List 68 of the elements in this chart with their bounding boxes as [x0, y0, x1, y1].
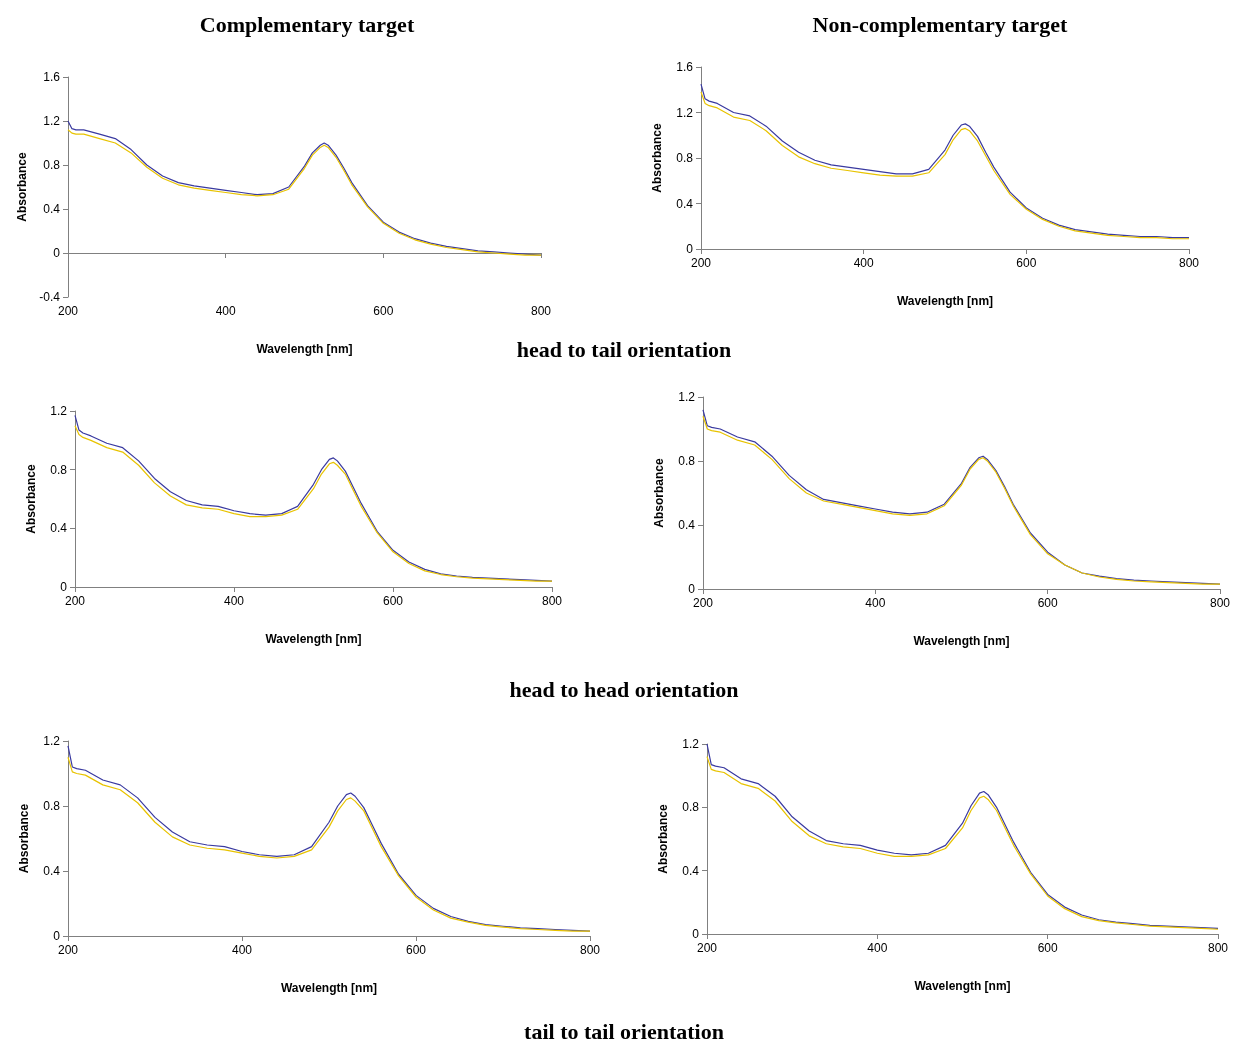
- y-tick-label: 0.8: [43, 158, 61, 172]
- y-tick-label: 0: [53, 246, 61, 260]
- y-tick-label: 1.6: [676, 60, 694, 74]
- x-tick-label: 800: [541, 594, 563, 608]
- x-axis-title: Wavelength [nm]: [265, 632, 362, 646]
- x-tick-label: 600: [1037, 596, 1058, 610]
- x-tick-label: 800: [1209, 596, 1231, 610]
- x-tick-label: 600: [1016, 256, 1037, 270]
- y-tick-label: 0: [60, 580, 68, 594]
- x-axis-title: Wavelength [nm]: [913, 634, 1010, 648]
- text: tail to tail orientation: [524, 1019, 724, 1045]
- y-tick-label: 1.2: [676, 105, 694, 120]
- y-axis-title: Absorbance: [652, 458, 666, 528]
- x-axis-title: Wavelength [nm]: [914, 979, 1011, 993]
- x-tick-label: 200: [690, 256, 712, 270]
- x-tick-label: 600: [382, 594, 404, 608]
- y-tick-label: 0.8: [676, 151, 694, 165]
- x-tick-label: 400: [865, 596, 886, 610]
- y-tick-label: 0.8: [682, 800, 700, 815]
- y-tick-label: 1.2: [43, 114, 61, 128]
- y-tick-label: 0.8: [50, 462, 68, 477]
- x-tick-label: 600: [405, 943, 427, 957]
- x-tick-label: 400: [867, 941, 888, 955]
- x-axis-title: Wavelength [nm]: [256, 342, 353, 356]
- x-tick-label: 400: [223, 594, 245, 608]
- y-axis-title: Absorbance: [656, 804, 670, 874]
- x-tick-label: 400: [231, 943, 253, 957]
- x-tick-label: 600: [1037, 941, 1058, 955]
- y-tick-label: 0: [692, 927, 700, 941]
- y-tick-label: 0: [53, 929, 61, 943]
- x-tick-label: 800: [579, 943, 601, 957]
- y-tick-label: 1.2: [678, 390, 696, 404]
- y-tick-label: 0.4: [43, 864, 61, 878]
- y-tick-label: 0.4: [43, 202, 61, 216]
- chart-title: Complementary target: [199, 12, 415, 38]
- y-axis-title: Absorbance: [17, 803, 31, 874]
- y-tick-label: 1.2: [43, 734, 61, 748]
- x-tick-label: 200: [696, 941, 718, 955]
- x-tick-label: 200: [57, 943, 79, 957]
- y-tick-label: 0.4: [676, 196, 694, 211]
- y-tick-label: 0.8: [678, 454, 696, 468]
- y-tick-label: -0.4: [39, 290, 61, 304]
- x-tick-label: 200: [692, 596, 714, 610]
- text: head to tail orientation: [516, 337, 732, 363]
- chart-title: Non-complementary target: [812, 12, 1068, 38]
- x-tick-label: 600: [373, 304, 394, 318]
- y-axis-title: Absorbance: [24, 464, 38, 534]
- y-tick-label: 1.6: [43, 70, 61, 84]
- y-tick-label: 0.4: [50, 521, 68, 536]
- x-tick-label: 800: [530, 304, 552, 318]
- x-tick-label: 400: [853, 256, 874, 270]
- x-tick-label: 800: [1178, 256, 1200, 270]
- x-tick-label: 400: [215, 304, 236, 318]
- y-tick-label: 1.2: [50, 404, 68, 418]
- y-tick-label: 1.2: [682, 737, 700, 751]
- x-tick-label: 200: [57, 304, 79, 318]
- y-tick-label: 0: [686, 242, 694, 256]
- y-tick-label: 0: [688, 582, 696, 596]
- x-tick-label: 200: [64, 594, 86, 608]
- y-tick-label: 0.4: [682, 863, 700, 878]
- y-axis-title: Absorbance: [650, 123, 664, 193]
- y-axis-title: Absorbance: [15, 152, 30, 222]
- x-axis-title: Wavelength [nm]: [896, 294, 994, 308]
- y-tick-label: 0.8: [43, 799, 61, 813]
- y-tick-label: 0.4: [678, 518, 696, 532]
- x-axis-title: Wavelength [nm]: [280, 981, 378, 995]
- text: head to head orientation: [509, 677, 739, 703]
- x-tick-label: 800: [1207, 941, 1229, 955]
